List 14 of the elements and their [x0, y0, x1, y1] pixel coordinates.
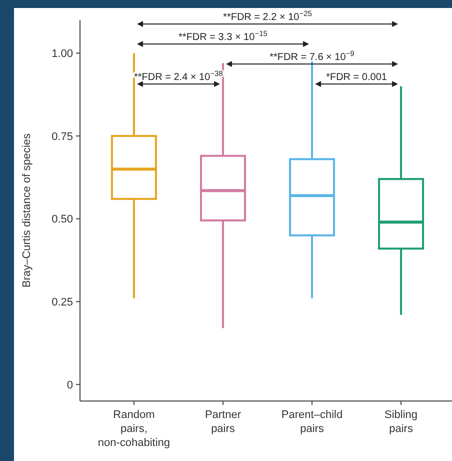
x-tick-label: Partner pairs [204, 409, 242, 435]
annotation: **FDR = 2.2 × 10$^{−25}$ [223, 8, 312, 23]
y-tick-label: 0.50 [52, 214, 73, 226]
x-tick-label: Parent–child pairs [281, 409, 343, 435]
annotation: **FDR = 3.3 × 10$^{−15}$ [178, 28, 268, 43]
annotation: *FDR = 0.001 [326, 72, 388, 83]
x-tick-label: Sibling pairs [384, 409, 418, 435]
y-tick-label: 0 [66, 379, 73, 392]
annotation: **FDR = 7.6 × 10$^{−9}$ [270, 48, 354, 63]
y-tick-label: 0.75 [52, 130, 73, 143]
x-tick-label: Random pairs, non-cohabiting [98, 409, 170, 449]
y-tick-label: 0.25 [52, 296, 73, 308]
y-axis-title: Bray–Curtis distance of species [21, 132, 33, 288]
y-tick-label: 1.00 [52, 48, 73, 60]
